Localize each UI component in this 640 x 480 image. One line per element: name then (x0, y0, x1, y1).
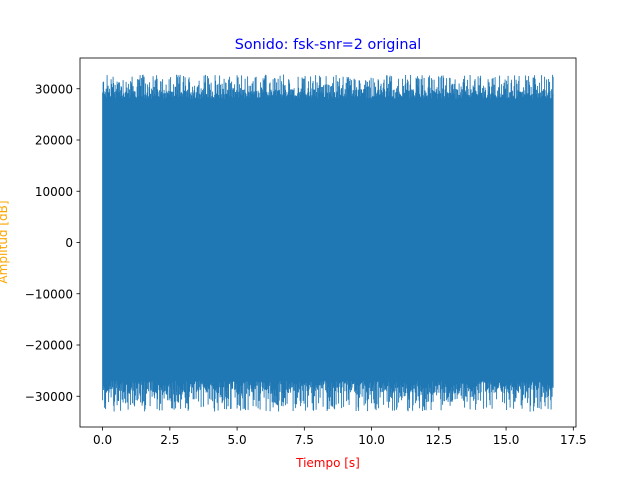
y-axis-label: Amplitud [dB] (0, 200, 10, 283)
x-tick-label: 5.0 (228, 433, 247, 447)
x-tick-label: 10.0 (358, 433, 385, 447)
y-tick-label: −20000 (25, 339, 73, 353)
x-axis-label: Tiempo [s] (295, 456, 360, 470)
x-tick-label: 12.5 (425, 433, 452, 447)
signal-line (102, 74, 554, 412)
x-tick-label: 7.5 (295, 433, 314, 447)
x-axis-ticks: 0.0 2.5 5.0 7.5 10.0 12.5 15.0 17.5 (93, 427, 587, 447)
y-tick-label: 10000 (35, 185, 73, 199)
y-tick-label: 30000 (35, 82, 73, 96)
x-tick-label: 15.0 (493, 433, 520, 447)
x-tick-label: 2.5 (160, 433, 179, 447)
y-tick-label: 20000 (35, 134, 73, 148)
y-tick-label: −10000 (25, 287, 73, 301)
y-tick-label: 0 (65, 236, 73, 250)
x-tick-label: 17.5 (560, 433, 587, 447)
y-axis-ticks: −30000 −20000 −10000 0 10000 20000 30000 (25, 82, 80, 404)
chart-title: Sonido: fsk-snr=2 original (235, 37, 422, 53)
y-tick-label: −30000 (25, 390, 73, 404)
x-tick-label: 0.0 (93, 433, 112, 447)
series-layer (102, 74, 554, 412)
